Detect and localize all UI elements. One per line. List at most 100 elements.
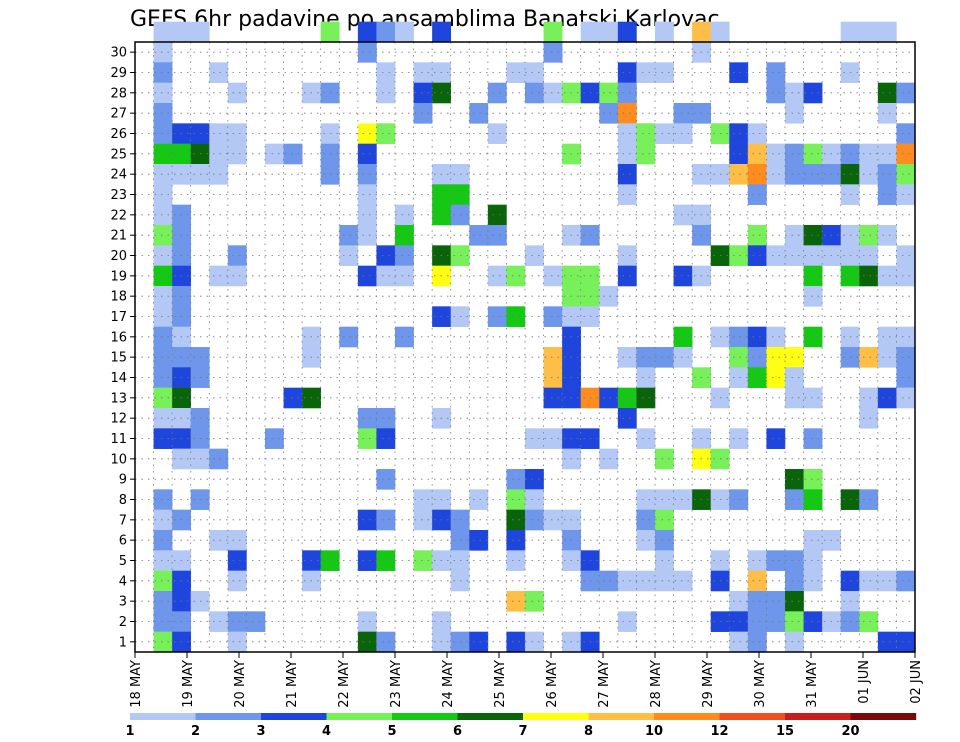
heatmap-cell	[469, 530, 489, 551]
colorbar-swatch	[785, 713, 851, 720]
y-tick-label: 1	[119, 635, 127, 650]
heatmap-cell	[655, 530, 674, 551]
heatmap-cell	[896, 570, 916, 592]
colorbar-label: 3	[256, 724, 265, 739]
heatmap-cell	[785, 367, 804, 388]
heatmap-cell	[227, 570, 247, 592]
heatmap-cell	[395, 326, 414, 348]
heatmap-cell	[283, 143, 303, 165]
heatmap-cell	[729, 591, 749, 612]
heatmap-cell	[153, 326, 173, 348]
heatmap-cell	[506, 550, 526, 571]
heatmap-cell	[617, 62, 637, 83]
heatmap-cell	[617, 82, 637, 104]
y-tick-label: 23	[110, 188, 127, 203]
heatmap-cell	[617, 164, 637, 185]
heatmap-cell	[785, 631, 804, 653]
heatmap-cell	[487, 123, 507, 144]
heatmap-cell	[785, 164, 804, 185]
heatmap-cell	[153, 164, 173, 185]
heatmap-cell	[673, 265, 693, 287]
heatmap-cell	[357, 408, 377, 429]
heatmap-cell	[896, 326, 916, 348]
heatmap-cell	[543, 21, 563, 43]
heatmap-cell	[376, 550, 396, 571]
heatmap-cell	[617, 347, 637, 368]
heatmap-cell	[227, 631, 247, 653]
heatmap-cell	[357, 631, 377, 653]
heatmap-cell	[525, 62, 544, 83]
heatmap-cell	[747, 631, 767, 653]
heatmap-cell	[153, 570, 173, 592]
heatmap-cell	[785, 570, 804, 592]
heatmap-cell	[599, 387, 619, 409]
heatmap-cell	[153, 428, 173, 449]
heatmap-cell	[803, 326, 823, 348]
y-tick-label: 20	[110, 249, 127, 264]
heatmap-cell	[766, 347, 786, 368]
heatmap-cell	[766, 428, 786, 449]
heatmap-cell	[599, 570, 619, 592]
heatmap-cell	[785, 489, 804, 510]
heatmap-cell	[877, 184, 897, 205]
heatmap-cell	[357, 123, 377, 144]
heatmap-cell	[655, 570, 674, 592]
x-tick-label: 30 MAY	[753, 660, 768, 708]
heatmap-cell	[153, 489, 173, 510]
heatmap-cell	[636, 489, 656, 510]
heatmap-cell	[543, 509, 563, 531]
heatmap-cell	[543, 306, 563, 327]
heatmap-cell	[803, 225, 823, 246]
heatmap-cell	[766, 367, 786, 388]
colorbar-label: 20	[841, 724, 859, 739]
heatmap-cell	[636, 428, 656, 449]
heatmap-cell	[785, 245, 804, 266]
colorbar-swatch	[588, 713, 655, 720]
heatmap-cell	[153, 306, 173, 327]
heatmap-cell	[153, 530, 173, 551]
heatmap-cell	[599, 103, 619, 124]
heatmap-cell	[413, 82, 433, 104]
heatmap-cell	[766, 82, 786, 104]
colorbar-label: 1	[125, 724, 134, 739]
heatmap-cell	[896, 367, 916, 388]
heatmap-cell	[617, 570, 637, 592]
colorbar: 1 2 3 4 5 6 7 8 10 12 15 20	[125, 713, 917, 739]
x-tick-label: 28 MAY	[649, 660, 664, 708]
heatmap-cell	[803, 611, 823, 632]
heatmap-cell	[877, 387, 897, 409]
heatmap-cell	[859, 611, 879, 632]
heatmap-cell	[357, 42, 377, 63]
colorbar-swatch	[719, 713, 786, 720]
heatmap-cell	[877, 143, 897, 165]
heatmap-cell	[357, 164, 377, 185]
heatmap-cell	[525, 469, 544, 490]
colorbar-swatch	[326, 713, 393, 720]
heatmap-cell	[209, 164, 229, 185]
heatmap-cell	[877, 347, 897, 368]
heatmap-cell	[877, 82, 897, 104]
x-tick-label: 23 MAY	[389, 660, 404, 708]
heatmap-cell	[673, 103, 693, 124]
heatmap-cell	[153, 42, 173, 63]
heatmap-cell	[506, 631, 526, 653]
heatmap-cell	[376, 21, 396, 43]
heatmap-cell	[357, 143, 377, 165]
heatmap-cell	[636, 123, 656, 144]
y-tick-label: 27	[110, 107, 127, 122]
heatmap-cell	[580, 21, 600, 43]
heatmap-cell	[227, 82, 247, 104]
heatmap-cell	[209, 143, 229, 165]
heatmap-cell	[655, 21, 674, 43]
heatmap-cell	[877, 103, 897, 124]
heatmap-cell	[543, 428, 563, 449]
heatmap-cell	[506, 489, 526, 510]
heatmap-cell	[729, 367, 749, 388]
heatmap-cell	[320, 21, 340, 43]
heatmap-cell	[376, 245, 396, 266]
heatmap-cell	[747, 245, 767, 266]
y-tick-label: 30	[110, 46, 127, 61]
heatmap-cell	[599, 21, 619, 43]
heatmap-cell	[729, 489, 749, 510]
